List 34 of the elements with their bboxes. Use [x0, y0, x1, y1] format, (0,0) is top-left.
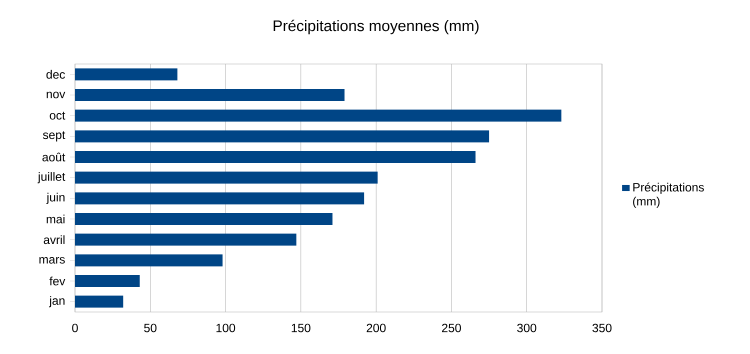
x-tick-label: 50 — [144, 324, 156, 332]
bar — [75, 254, 223, 266]
y-tick-label: juin — [46, 192, 65, 204]
bar — [75, 172, 378, 184]
x-tick-label: 350 — [592, 324, 612, 332]
legend-label: Précipitations (mm) — [633, 182, 704, 208]
bar — [75, 275, 140, 287]
bar — [75, 234, 296, 246]
y-tick-label: juillet — [38, 172, 66, 184]
y-tick-label: avril — [44, 235, 64, 244]
y-tick-label: mai — [46, 214, 64, 224]
bar — [75, 192, 364, 204]
bar — [75, 68, 178, 80]
y-tick-label: fev — [49, 276, 66, 286]
chart-title: Précipitations moyennes (mm) — [274, 20, 479, 34]
y-tick-label: mars — [39, 257, 65, 264]
bar — [75, 130, 490, 142]
x-tick-label: 0 — [72, 324, 78, 332]
bar — [75, 213, 332, 225]
y-tick-label: dec — [46, 70, 65, 79]
y-tick-label: nov — [46, 92, 66, 98]
bar — [75, 110, 562, 122]
y-tick-label: août — [42, 152, 66, 162]
bar — [75, 89, 345, 101]
bar — [75, 296, 124, 308]
x-tick-label: 300 — [517, 324, 536, 332]
x-tick-label: 150 — [292, 324, 310, 332]
x-tick-label: 250 — [442, 324, 461, 332]
y-tick-label: sept — [42, 131, 66, 142]
y-tick-label: oct — [50, 112, 66, 120]
y-tick-label: jan — [48, 296, 65, 308]
bar — [75, 151, 476, 164]
x-tick-label: 100 — [216, 324, 236, 332]
x-tick-label: 200 — [366, 324, 386, 332]
